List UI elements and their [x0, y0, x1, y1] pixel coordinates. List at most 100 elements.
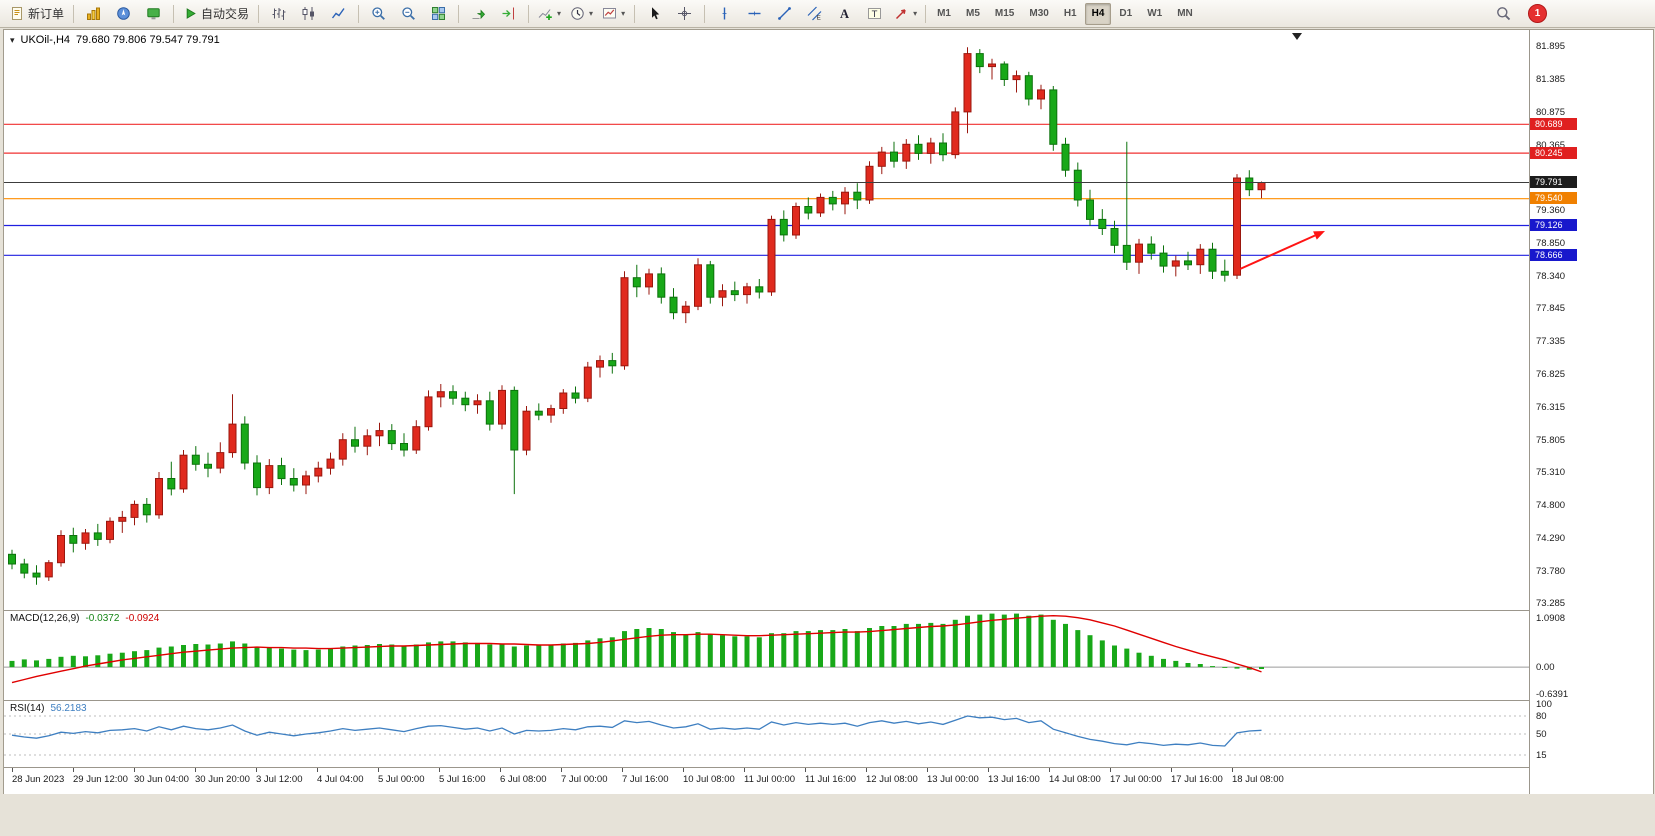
tile-windows-button[interactable]	[424, 2, 453, 26]
macd-histogram	[9, 613, 1264, 670]
time-axis-label: 13 Jul 00:00	[927, 774, 979, 785]
line-chart-icon	[331, 6, 346, 21]
time-axis-label: 11 Jul 00:00	[744, 774, 796, 785]
search-icon[interactable]	[1489, 2, 1518, 26]
cursor-button[interactable]	[640, 2, 669, 26]
candlestick-chart-button[interactable]	[294, 2, 323, 26]
macd-pane[interactable]	[4, 611, 1529, 705]
indicators-button[interactable]: ▾	[534, 2, 565, 26]
price-tag-80.689[interactable]: 80.689	[1530, 117, 1577, 130]
text-label-button[interactable]: T	[860, 2, 889, 26]
equidistant-channel-button[interactable]: E	[800, 2, 829, 26]
timeframe-d1-button[interactable]: D1	[1119, 8, 1133, 19]
time-axis-label: 11 Jul 16:00	[805, 774, 857, 785]
new-order-icon	[10, 6, 25, 21]
macd-signal-line	[11, 614, 1262, 684]
timeframe-m30-button[interactable]: M30	[1029, 8, 1049, 19]
macd-axis-label: -0.6391	[1536, 689, 1569, 700]
time-axis-label: 6 Jul 08:00	[500, 774, 547, 785]
one-click-trading-toggle[interactable]: ▾	[10, 34, 15, 45]
pane-separator-macd[interactable]	[4, 610, 1653, 611]
macd-canvas[interactable]	[4, 611, 1529, 700]
chart-shift-marker[interactable]	[1292, 33, 1302, 40]
templates-button[interactable]: ▾	[598, 2, 629, 26]
rsi-label: RSI(14) 56.2183	[10, 703, 87, 714]
toolbar-separator	[358, 4, 360, 23]
vertical-line-button[interactable]	[710, 2, 739, 26]
rsi-pane[interactable]	[4, 701, 1529, 772]
time-axis-label: 18 Jul 08:00	[1232, 774, 1284, 785]
time-axis-tick	[988, 768, 989, 772]
price-tag-79.126[interactable]: 79.126	[1530, 219, 1577, 231]
terminal-button[interactable]	[139, 2, 168, 26]
main-chart-canvas[interactable]	[4, 30, 1529, 610]
pane-separator-rsi[interactable]	[4, 700, 1653, 701]
time-axis-label: 30 Jun 04:00	[134, 774, 189, 785]
line-chart-button[interactable]	[324, 2, 353, 26]
candlestick-chart-icon	[301, 6, 316, 21]
timeframe-w1-button[interactable]: W1	[1147, 8, 1163, 19]
auto-scroll-button[interactable]	[464, 2, 493, 26]
quotes-button[interactable]	[79, 2, 108, 26]
main-price-pane[interactable]	[4, 30, 1529, 615]
time-axis-tick	[73, 768, 74, 772]
zoom-in-icon	[371, 6, 386, 21]
navigator-icon	[116, 6, 131, 21]
text-label-icon: T	[867, 6, 882, 21]
macd-axis-label: 1.0908	[1536, 613, 1566, 624]
time-axis-tick	[683, 768, 684, 772]
new-order-button[interactable]: 新订单	[6, 2, 68, 26]
navigator-button[interactable]	[109, 2, 138, 26]
time-axis-label: 10 Jul 08:00	[683, 774, 735, 785]
price-tag-78.666[interactable]: 78.666	[1530, 248, 1577, 261]
arrow-annotation[interactable]	[1239, 231, 1325, 270]
timeframe-h4-button[interactable]: H4	[1084, 2, 1112, 25]
price-tag-79.791[interactable]: 79.791	[1530, 176, 1577, 188]
price-axis-label: 78.340	[1536, 270, 1566, 282]
rsi-name: RSI(14)	[10, 703, 45, 714]
price-axis-label: 81.385	[1536, 73, 1566, 85]
macd-name: MACD(12,26,9)	[10, 613, 80, 624]
time-axis-tick	[1110, 768, 1111, 772]
price-tag-80.245[interactable]: 80.245	[1530, 146, 1577, 159]
horizontal-line-button[interactable]	[740, 2, 769, 26]
timeframe-mn-button[interactable]: MN	[1177, 8, 1193, 19]
chart-shift-button[interactable]	[494, 2, 523, 26]
horizontal-level-lines[interactable]	[4, 123, 1529, 256]
zoom-in-button[interactable]	[364, 2, 393, 26]
notification-badge[interactable]: 1	[1528, 4, 1547, 23]
time-axis[interactable]: 28 Jun 2023 29 Jun 12:00 30 Jun 04:00 30 Ju…	[4, 767, 1529, 795]
arrows-button[interactable]: ▾	[890, 2, 921, 26]
text-button[interactable]: A	[830, 2, 859, 26]
macd-axis-label: 0.00	[1536, 662, 1555, 674]
price-tag-79.540[interactable]: 79.540	[1530, 192, 1577, 205]
toolbar-separator	[528, 4, 530, 23]
timeframe-h1-button[interactable]: H1	[1063, 8, 1077, 19]
price-axis[interactable]: 81.895 81.385 80.875 80.365 79.360 78.850 78.3…	[1529, 30, 1653, 794]
timeframe-m15-button[interactable]: M15	[994, 8, 1015, 19]
toolbar-separator	[458, 4, 460, 23]
rsi-canvas[interactable]	[4, 701, 1529, 767]
crosshair-button[interactable]	[670, 2, 699, 26]
timeframe-m5-button[interactable]: M5	[966, 8, 980, 19]
toolbar-separator	[925, 4, 927, 23]
horizontal-line-icon	[747, 6, 762, 21]
periods-button[interactable]: ▾	[566, 2, 597, 26]
trendline-button[interactable]	[770, 2, 799, 26]
bar-chart-button[interactable]	[264, 2, 293, 26]
time-axis-tick	[378, 768, 379, 772]
toolbar-right: 1	[1489, 2, 1649, 26]
auto-trading-button[interactable]: 自动交易	[179, 2, 253, 26]
auto-trading-label: 自动交易	[201, 7, 250, 21]
text-icon: A	[837, 6, 852, 21]
toolbar-separator	[73, 4, 75, 23]
time-axis-label: 28 Jun 2023	[12, 774, 65, 785]
timeframe-m1-button[interactable]: M1	[937, 8, 951, 19]
rsi-axis-label: 15	[1536, 749, 1547, 761]
zoom-out-button[interactable]	[394, 2, 423, 26]
time-axis-tick	[622, 768, 623, 772]
toolbar-groups: 新订单 自动交易 ▾ ▾ ▾ E A T ▾	[6, 2, 921, 26]
price-axis-label: 75.310	[1536, 467, 1566, 479]
time-axis-tick	[805, 768, 806, 772]
